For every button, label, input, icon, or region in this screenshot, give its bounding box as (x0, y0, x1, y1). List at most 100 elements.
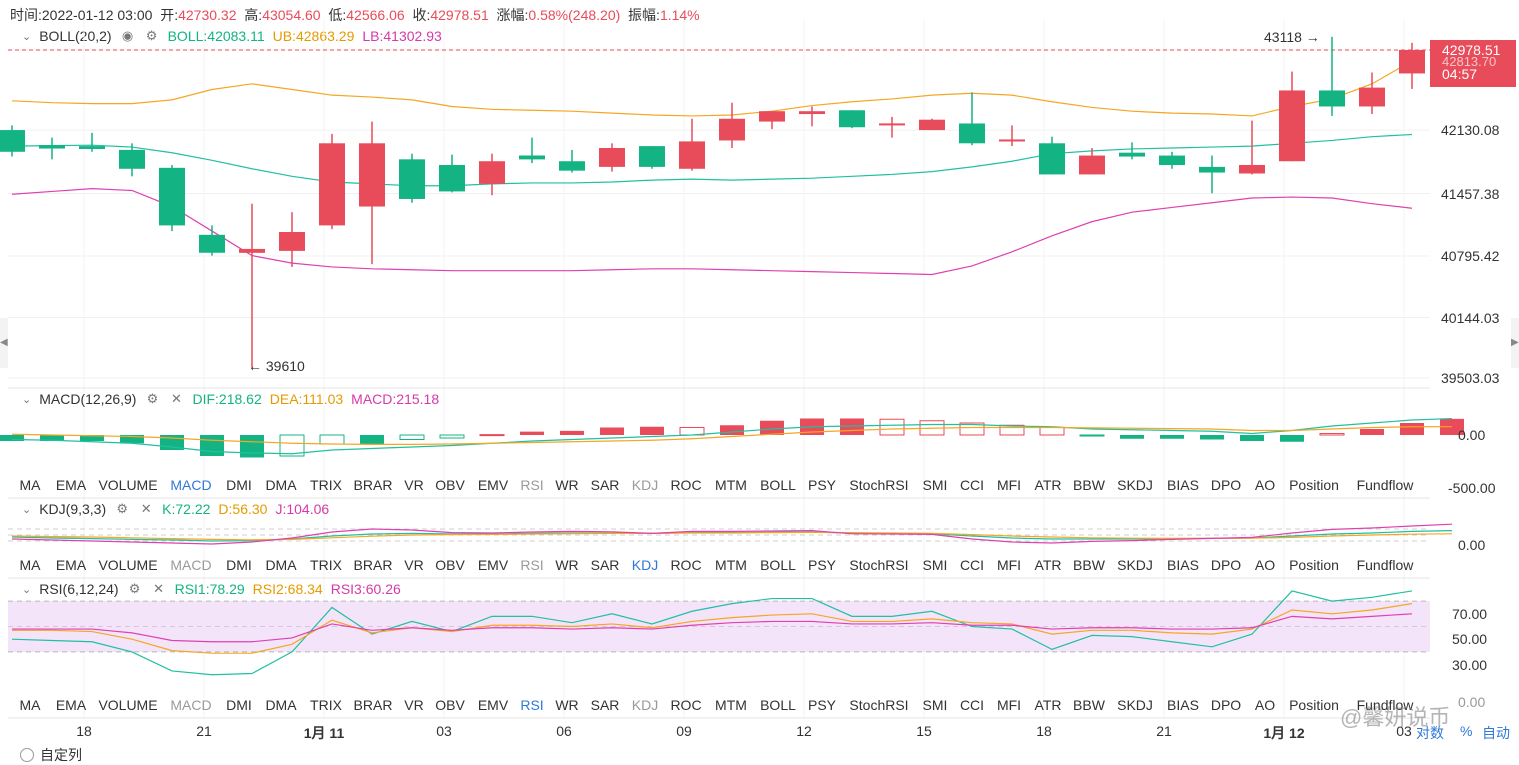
collapse-chevron-icon[interactable]: ⌄ (22, 503, 32, 516)
indicator-tab-skdj[interactable]: SKDJ (1117, 477, 1153, 493)
indicator-tab-vr[interactable]: VR (404, 477, 424, 493)
indicator-tab-boll[interactable]: BOLL (760, 477, 796, 493)
indicator-tab-volume[interactable]: VOLUME (98, 477, 158, 493)
indicator-tab-obv[interactable]: OBV (435, 477, 465, 493)
gear-icon[interactable]: ⚙ (128, 581, 141, 596)
indicator-tab-position[interactable]: Position (1289, 557, 1339, 573)
indicator-tab-atr[interactable]: ATR (1034, 557, 1062, 573)
indicator-tab-wr[interactable]: WR (555, 697, 579, 713)
close-icon[interactable]: ✕ (153, 581, 165, 596)
indicator-tab-fundflow[interactable]: Fundflow (1356, 477, 1414, 493)
indicator-tab-psy[interactable]: PSY (807, 557, 837, 573)
indicator-tab-dma[interactable]: DMA (265, 557, 297, 573)
indicator-tab-stochrsi[interactable]: StochRSI (849, 697, 909, 713)
indicator-tab-sar[interactable]: SAR (590, 557, 620, 573)
indicator-tab-dma[interactable]: DMA (265, 477, 297, 493)
indicator-tab-psy[interactable]: PSY (807, 477, 837, 493)
gear-icon[interactable]: ⚙ (116, 501, 128, 516)
indicator-tab-skdj[interactable]: SKDJ (1117, 557, 1153, 573)
indicator-tab-sar[interactable]: SAR (590, 477, 620, 493)
indicator-tab-rsi[interactable]: RSI (520, 697, 544, 713)
indicator-tab-atr[interactable]: ATR (1034, 477, 1062, 493)
indicator-tab-vr[interactable]: VR (404, 557, 424, 573)
indicator-tab-dpo[interactable]: DPO (1210, 477, 1242, 493)
indicator-tab-mtm[interactable]: MTM (715, 477, 747, 493)
indicator-tab-boll[interactable]: BOLL (760, 697, 796, 713)
indicator-tab-cci[interactable]: CCI (959, 477, 985, 493)
indicator-tab-obv[interactable]: OBV (435, 557, 465, 573)
indicator-tab-brar[interactable]: BRAR (353, 557, 393, 573)
indicator-tab-bias[interactable]: BIAS (1167, 477, 1199, 493)
indicator-tab-boll[interactable]: BOLL (760, 557, 796, 573)
gear-icon[interactable]: ⚙ (146, 391, 159, 406)
indicator-tab-smi[interactable]: SMI (922, 697, 948, 713)
indicator-tab-ema[interactable]: EMA (55, 557, 87, 573)
indicator-tab-mtm[interactable]: MTM (715, 557, 747, 573)
indicator-tab-ao[interactable]: AO (1254, 697, 1276, 713)
indicator-tab-mfi[interactable]: MFI (996, 697, 1022, 713)
indicator-tab-emv[interactable]: EMV (477, 557, 509, 573)
eye-icon[interactable]: ◉ (121, 28, 134, 43)
circle-minus-icon[interactable] (20, 748, 34, 762)
indicator-tab-trix[interactable]: TRIX (310, 557, 342, 573)
indicator-tab-mtm[interactable]: MTM (715, 697, 747, 713)
indicator-tab-roc[interactable]: ROC (670, 697, 702, 713)
indicator-tab-mfi[interactable]: MFI (996, 477, 1022, 493)
close-icon[interactable]: ✕ (140, 501, 152, 516)
indicator-tab-ao[interactable]: AO (1254, 477, 1276, 493)
indicator-tab-brar[interactable]: BRAR (353, 697, 393, 713)
indicator-tab-kdj[interactable]: KDJ (631, 557, 659, 573)
close-icon[interactable]: ✕ (171, 391, 182, 406)
indicator-tab-dmi[interactable]: DMI (226, 697, 252, 713)
auto-scale-button[interactable]: 自动 (1482, 725, 1510, 741)
indicator-tab-cci[interactable]: CCI (959, 557, 985, 573)
indicator-tab-roc[interactable]: ROC (670, 557, 702, 573)
indicator-tab-cci[interactable]: CCI (959, 697, 985, 713)
indicator-tab-kdj[interactable]: KDJ (631, 477, 659, 493)
scroll-left-icon[interactable]: ◀ (0, 318, 8, 368)
indicator-tab-psy[interactable]: PSY (807, 697, 837, 713)
indicator-tab-ma[interactable]: MA (19, 477, 41, 493)
indicator-tab-dpo[interactable]: DPO (1210, 697, 1242, 713)
indicator-tab-rsi[interactable]: RSI (520, 557, 544, 573)
indicator-tab-bbw[interactable]: BBW (1073, 697, 1105, 713)
log-scale-button[interactable]: 对数 (1416, 725, 1444, 741)
indicator-tab-trix[interactable]: TRIX (310, 697, 342, 713)
indicator-tab-ma[interactable]: MA (19, 697, 41, 713)
indicator-tab-smi[interactable]: SMI (922, 477, 948, 493)
indicator-tab-macd[interactable]: MACD (170, 557, 212, 573)
indicator-tab-ema[interactable]: EMA (55, 697, 87, 713)
indicator-tab-wr[interactable]: WR (555, 557, 579, 573)
indicator-tab-wr[interactable]: WR (555, 477, 579, 493)
indicator-tab-bbw[interactable]: BBW (1073, 557, 1105, 573)
indicator-tab-kdj[interactable]: KDJ (631, 697, 659, 713)
indicator-tab-dpo[interactable]: DPO (1210, 557, 1242, 573)
indicator-tab-atr[interactable]: ATR (1034, 697, 1062, 713)
indicator-tab-dmi[interactable]: DMI (226, 557, 252, 573)
indicator-tab-bias[interactable]: BIAS (1167, 697, 1199, 713)
indicator-tab-smi[interactable]: SMI (922, 557, 948, 573)
indicator-tab-volume[interactable]: VOLUME (98, 557, 158, 573)
indicator-tab-ema[interactable]: EMA (55, 477, 87, 493)
indicator-tab-bbw[interactable]: BBW (1073, 477, 1105, 493)
indicator-tab-macd[interactable]: MACD (170, 697, 212, 713)
indicator-tab-emv[interactable]: EMV (477, 697, 509, 713)
bottom-panel-header[interactable]: 自定列 (20, 745, 82, 765)
indicator-tab-trix[interactable]: TRIX (310, 477, 342, 493)
indicator-tab-obv[interactable]: OBV (435, 697, 465, 713)
indicator-tab-vr[interactable]: VR (404, 697, 424, 713)
scroll-right-icon[interactable]: ▶ (1511, 318, 1519, 368)
indicator-tab-ao[interactable]: AO (1254, 557, 1276, 573)
indicator-tab-stochrsi[interactable]: StochRSI (849, 477, 909, 493)
indicator-tab-fundflow[interactable]: Fundflow (1356, 557, 1414, 573)
gear-icon[interactable]: ⚙ (145, 28, 158, 43)
indicator-tab-emv[interactable]: EMV (477, 477, 509, 493)
collapse-chevron-icon[interactable]: ⌄ (22, 393, 32, 406)
indicator-tab-brar[interactable]: BRAR (353, 477, 393, 493)
indicator-tab-macd[interactable]: MACD (170, 477, 212, 493)
indicator-tab-rsi[interactable]: RSI (520, 477, 544, 493)
percent-scale-button[interactable]: % (1460, 723, 1473, 739)
indicator-tab-position[interactable]: Position (1289, 697, 1339, 713)
indicator-tab-bias[interactable]: BIAS (1167, 557, 1199, 573)
